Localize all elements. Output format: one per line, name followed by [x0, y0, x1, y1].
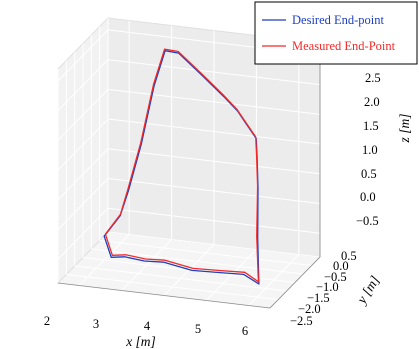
grid-line-z-side: [57, 148, 109, 201]
x-tick-label: 6: [242, 324, 248, 338]
x-tick-label: 5: [195, 322, 201, 336]
x-axis-label: x [m]: [125, 334, 156, 349]
grid-line-z-back: [107, 207, 321, 234]
grid-line-z-back: [107, 118, 321, 145]
grid-line-z-side: [57, 178, 109, 230]
z-tick-label: 1.5: [363, 119, 379, 133]
legend-label-measured: Measured End-Point: [292, 39, 396, 53]
legend: Desired End-point Measured End-Point: [254, 1, 418, 65]
grid-line-z-side: [57, 118, 109, 171]
grid-line-z-side: [57, 207, 109, 260]
z-tick-label: 1.0: [362, 143, 378, 157]
grid-line-y-floor: [99, 240, 312, 266]
y-tick-label: −2.0: [298, 302, 321, 316]
z-tick-label: −0.5: [356, 214, 379, 228]
grid-line-z-back: [107, 59, 321, 86]
grid-line-z-back: [107, 88, 321, 115]
legend-box: [254, 1, 418, 65]
y-tick-label: −1.5: [307, 291, 330, 305]
x-axis-line: [57, 282, 271, 309]
grid-line-z-side: [57, 88, 109, 141]
y-tick-labels: 0.5 0.0 −0.5 −1.0 −1.5 −2.0 −2.5: [290, 249, 357, 328]
legend-label-desired: Desired End-point: [292, 13, 385, 27]
z-tick-label: 2.0: [364, 95, 380, 109]
grid-line-y-floor: [74, 265, 287, 292]
z-tick-labels: 2.5 2.0 1.5 1.0 0.5 0.0 −0.5: [356, 71, 381, 228]
grid-line-z-back: [107, 148, 321, 175]
grid-line-y-floor: [91, 248, 304, 275]
grid-line-z-side: [57, 59, 109, 111]
x-tick-label: 2: [44, 314, 50, 328]
series-group: [103, 48, 260, 285]
grid-line-z-back: [107, 178, 321, 204]
y-axis-line: [269, 256, 321, 309]
z-tick-label: 2.5: [365, 71, 381, 85]
y-tick-label: −2.5: [290, 314, 313, 328]
z-tick-label: 0.5: [361, 167, 377, 181]
y-tick-label: 0.5: [341, 249, 357, 263]
z-axis-label: z [m]: [397, 114, 412, 144]
y-axis-label: y [m]: [353, 273, 382, 308]
y-tick-label: 0.0: [333, 259, 349, 273]
y-tick-label: −0.5: [324, 270, 347, 284]
y-tick-label: −1.0: [316, 280, 339, 294]
z-tick-label: 0.0: [360, 190, 376, 204]
x-tick-label: 3: [93, 317, 99, 331]
grid-line-z-side: [57, 29, 109, 82]
grid-line-y-floor: [66, 274, 279, 300]
grid-line-y-floor: [107, 231, 321, 258]
x-tick-label: 4: [144, 319, 151, 333]
axis-lines: [57, 43, 321, 309]
series-line-measured: [104, 48, 260, 283]
x-tick-labels: 2 3 4 5 6: [44, 314, 248, 338]
